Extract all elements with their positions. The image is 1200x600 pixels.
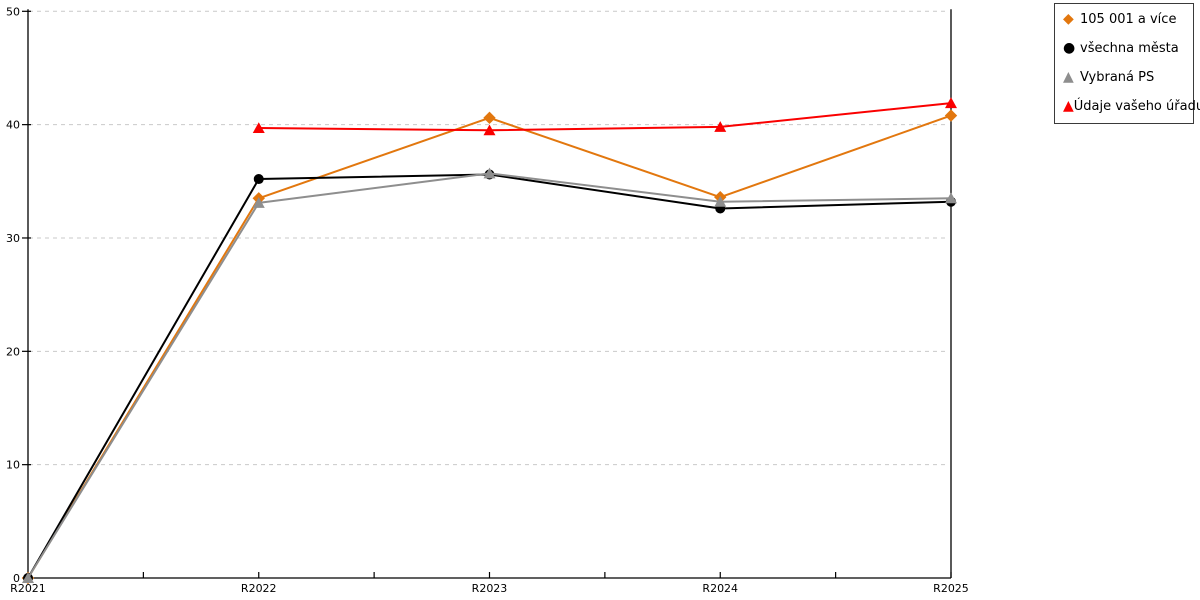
legend-label: všechna města: [1080, 40, 1179, 56]
x-tick-label: R2021: [10, 582, 46, 595]
legend-label: Údaje vašeho úřadu: [1073, 98, 1200, 114]
series-0-marker: [944, 109, 958, 122]
legend-item: ◆ 105 001 a více: [1063, 12, 1189, 26]
triangle-icon: ▲: [1063, 98, 1074, 114]
y-tick-label: 40: [6, 119, 20, 132]
series-2-marker: [945, 192, 957, 204]
series-0-marker: [483, 111, 496, 125]
series-3-marker: [483, 124, 496, 136]
series-line-1: [27, 173, 952, 579]
circle-icon: ●: [1063, 40, 1076, 56]
y-tick-label: 0: [13, 572, 20, 585]
legend-item: ● všechna města: [1063, 41, 1189, 55]
series-line-3: [257, 102, 952, 132]
diamond-icon: ◆: [1063, 11, 1074, 27]
y-tick-label: 30: [6, 232, 20, 245]
legend-item: ▲ Vybraná PS: [1063, 70, 1189, 84]
legend-label: Vybraná PS: [1080, 69, 1155, 85]
triangle-icon: ▲: [1063, 69, 1074, 85]
x-tick-label: R2024: [702, 582, 738, 595]
series-2-marker: [22, 572, 34, 583]
series-3-marker: [945, 97, 957, 109]
series-3-marker: [252, 122, 265, 134]
x-tick-label: R2022: [241, 582, 277, 595]
series-2-marker: [714, 195, 727, 207]
series-2-marker: [252, 197, 265, 208]
x-tick-label: R2025: [933, 582, 969, 595]
chart-legend: ◆ 105 001 a více ● všechna města ▲ Vybra…: [1054, 3, 1200, 124]
legend-label: 105 001 a více: [1080, 11, 1177, 27]
legend-item: ▲ Údaje vašeho úřadu: [1063, 98, 1200, 114]
series-1-marker: [253, 174, 264, 185]
y-tick-label: 50: [6, 5, 20, 18]
series-3-marker: [714, 121, 727, 132]
x-tick-label: R2023: [472, 582, 508, 595]
y-tick-label: 20: [6, 345, 20, 358]
series-2-marker: [483, 167, 496, 179]
series-line-2: [27, 172, 952, 579]
y-tick-label: 10: [6, 459, 20, 472]
series-line-0: [27, 114, 952, 579]
